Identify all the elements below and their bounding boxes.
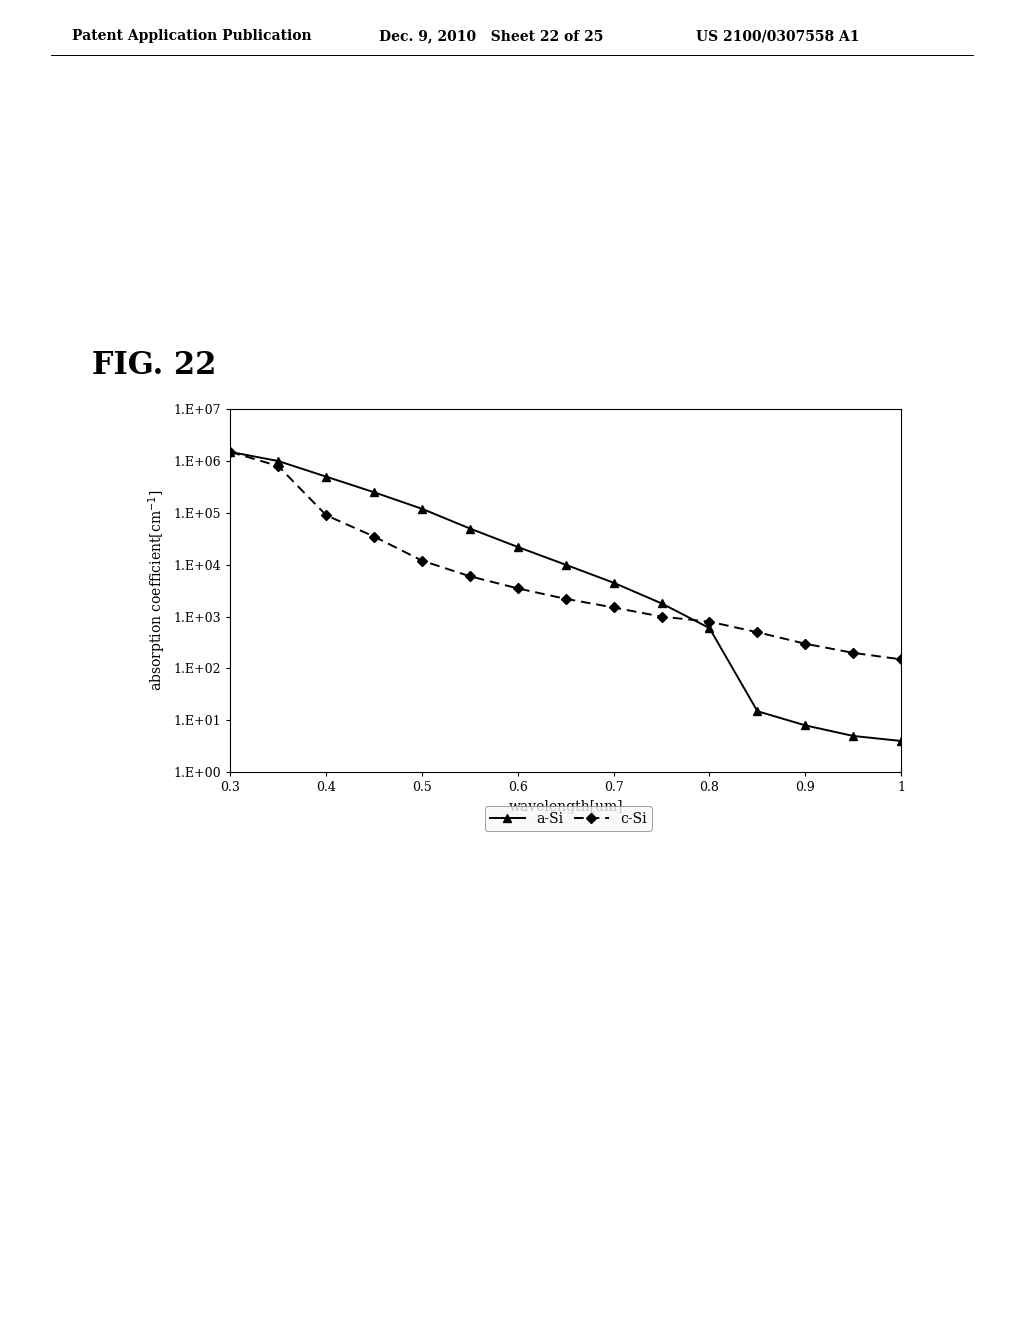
c-Si (416, 553, 428, 569)
Y-axis label: absorption coefficient[cm$^{-1}$]: absorption coefficient[cm$^{-1}$] (146, 490, 168, 692)
c-Si (847, 645, 859, 661)
a-Si (368, 484, 380, 500)
a-Si (559, 557, 571, 573)
Line: c-Si: c-Si (226, 447, 905, 663)
c-Si (895, 652, 907, 668)
a-Si (464, 520, 476, 536)
a-Si (895, 733, 907, 748)
c-Si (703, 614, 716, 630)
a-Si (321, 469, 333, 484)
Line: a-Si: a-Si (226, 447, 905, 744)
Text: Patent Application Publication: Patent Application Publication (72, 29, 311, 44)
a-Si (752, 704, 764, 719)
c-Si (368, 528, 380, 544)
a-Si (272, 453, 285, 469)
c-Si (512, 581, 524, 597)
X-axis label: wavelength[um]: wavelength[um] (509, 800, 623, 814)
c-Si (559, 591, 571, 607)
c-Si (752, 624, 764, 640)
a-Si (703, 620, 716, 636)
Text: US 2100/0307558 A1: US 2100/0307558 A1 (696, 29, 860, 44)
a-Si (512, 539, 524, 554)
c-Si (224, 444, 237, 459)
a-Si (224, 444, 237, 459)
c-Si (799, 636, 811, 652)
c-Si (272, 458, 285, 474)
c-Si (655, 609, 668, 624)
c-Si (464, 569, 476, 585)
a-Si (655, 595, 668, 611)
c-Si (607, 599, 620, 615)
Text: FIG. 22: FIG. 22 (92, 350, 216, 380)
a-Si (799, 718, 811, 734)
Text: Dec. 9, 2010   Sheet 22 of 25: Dec. 9, 2010 Sheet 22 of 25 (379, 29, 603, 44)
a-Si (607, 574, 620, 590)
a-Si (847, 729, 859, 744)
c-Si (321, 507, 333, 523)
a-Si (416, 500, 428, 516)
Legend: a-Si, c-Si: a-Si, c-Si (484, 807, 652, 832)
